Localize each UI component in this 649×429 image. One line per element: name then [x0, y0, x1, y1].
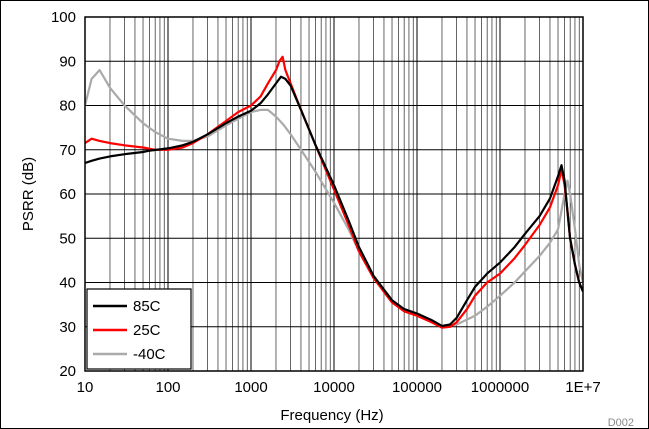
legend-label: 25C [133, 322, 161, 339]
y-tick-label: 60 [59, 186, 76, 203]
series-layer [85, 55, 583, 329]
x-tick-label: 10 [77, 379, 94, 396]
y-tick-label: 80 [59, 98, 76, 115]
y-tick-label: 90 [59, 53, 76, 70]
x-tick-label: 100000 [392, 379, 442, 396]
y-tick-label: 20 [59, 363, 76, 380]
x-tick-label: 100 [155, 379, 180, 396]
plot-area-border [84, 16, 584, 372]
x-tick-labels: 10 100 1000 10000 100000 1000000 1E+7 [77, 379, 601, 396]
figure-id: D002 [608, 417, 634, 429]
y-tick-label: 50 [59, 230, 76, 247]
y-tick-label: 40 [59, 275, 76, 292]
x-tick-label: 1000000 [471, 379, 529, 396]
legend-label: 85C [133, 298, 161, 315]
y-tick-label: 70 [59, 142, 76, 159]
x-tick-label: 1E+7 [565, 379, 600, 396]
legend-label: -40C [133, 346, 166, 363]
y-tick-labels: 20 30 40 50 60 70 80 90 100 [51, 9, 76, 380]
y-axis-title: PSRR (dB) [20, 157, 37, 231]
x-axis-title: Frequency (Hz) [280, 407, 383, 424]
legend: 85C 25C -40C [86, 288, 192, 370]
series-line-25c [85, 55, 583, 329]
x-tick-label: 10000 [313, 379, 355, 396]
x-tick-label: 1000 [234, 379, 267, 396]
y-tick-label: 100 [51, 9, 76, 26]
series-line-40c [85, 68, 583, 328]
series-line-85c [85, 75, 583, 327]
y-tick-label: 30 [59, 319, 76, 336]
